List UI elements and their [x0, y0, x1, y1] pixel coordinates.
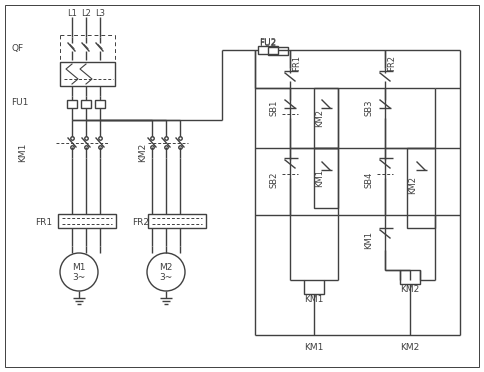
Text: FR1: FR1	[292, 55, 301, 71]
Text: FU2: FU2	[259, 38, 277, 48]
Text: 3~: 3~	[73, 273, 86, 282]
Text: SB1: SB1	[270, 100, 278, 116]
Bar	[148, 214, 206, 228]
Text: 3~: 3~	[159, 273, 173, 282]
Bar	[60, 62, 115, 86]
Text: KM2: KM2	[408, 176, 418, 194]
Bar	[81, 100, 91, 108]
Text: SB2: SB2	[270, 172, 278, 188]
Text: FR1: FR1	[35, 218, 52, 227]
Text: KM2: KM2	[138, 142, 147, 161]
Bar	[314, 148, 338, 208]
Bar	[400, 270, 420, 284]
Text: KM2: KM2	[400, 285, 420, 295]
Text: FR2: FR2	[132, 218, 149, 227]
Bar	[95, 100, 105, 108]
Bar	[314, 88, 338, 148]
Text: KM2: KM2	[316, 109, 324, 127]
Text: KM1: KM1	[18, 142, 27, 162]
Text: FR2: FR2	[387, 55, 396, 71]
Text: KM1: KM1	[304, 295, 324, 305]
Bar	[58, 214, 116, 228]
Bar	[304, 280, 324, 294]
Text: L2: L2	[81, 9, 91, 17]
Text: SB4: SB4	[364, 172, 374, 188]
Text: M1: M1	[72, 263, 86, 273]
Text: SB3: SB3	[364, 100, 374, 116]
Text: FU1: FU1	[11, 97, 29, 106]
Text: L1: L1	[67, 9, 77, 17]
Bar	[67, 100, 77, 108]
Text: QF: QF	[11, 44, 23, 52]
Text: L3: L3	[95, 9, 105, 17]
Bar	[258, 46, 278, 54]
Text: M2: M2	[159, 263, 173, 273]
Bar	[268, 47, 288, 55]
Text: KM1: KM1	[316, 169, 324, 187]
Circle shape	[60, 253, 98, 291]
Text: KM1: KM1	[364, 231, 374, 249]
Text: KM1: KM1	[304, 343, 324, 353]
Circle shape	[147, 253, 185, 291]
Text: FU2: FU2	[259, 38, 277, 46]
Text: KM2: KM2	[400, 343, 420, 353]
Bar	[407, 148, 435, 228]
